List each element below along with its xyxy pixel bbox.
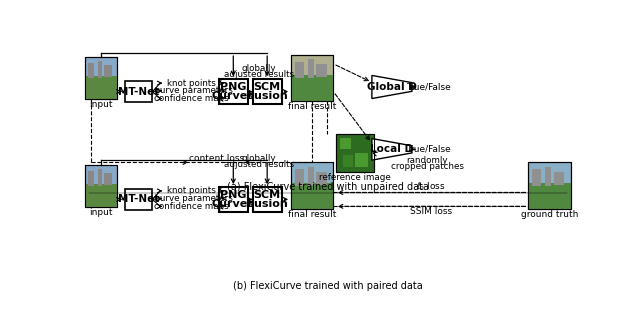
Text: Fusion: Fusion [247,199,287,209]
Text: confidence maps: confidence maps [154,202,228,211]
FancyBboxPatch shape [291,183,333,209]
FancyBboxPatch shape [88,171,94,186]
Text: input: input [89,208,113,217]
Text: Curves: Curves [212,199,255,209]
Text: globally: globally [241,154,276,163]
Text: curve parameters: curve parameters [155,86,233,95]
Text: MT-Net: MT-Net [118,194,159,204]
Text: input: input [89,100,113,109]
FancyBboxPatch shape [291,163,333,209]
Text: confidence maps: confidence maps [154,94,228,103]
Text: (a) FlexiCurve trained with unpaired data: (a) FlexiCurve trained with unpaired dat… [227,182,429,192]
FancyBboxPatch shape [340,138,351,149]
FancyBboxPatch shape [528,163,570,209]
Text: PNG: PNG [220,190,246,200]
FancyBboxPatch shape [291,55,333,101]
Text: (b) FlexiCurve trained with paired data: (b) FlexiCurve trained with paired data [233,281,423,291]
FancyBboxPatch shape [532,169,541,185]
FancyBboxPatch shape [98,169,102,186]
FancyBboxPatch shape [125,189,152,210]
FancyBboxPatch shape [84,165,117,207]
Text: adjusted results: adjusted results [223,160,294,169]
Text: adjusted results: adjusted results [223,70,294,79]
FancyBboxPatch shape [528,183,570,209]
FancyBboxPatch shape [554,172,564,185]
Text: final result: final result [288,210,337,218]
FancyBboxPatch shape [219,187,248,212]
FancyBboxPatch shape [88,63,94,78]
FancyBboxPatch shape [295,61,304,78]
Text: True/False: True/False [406,145,451,154]
FancyBboxPatch shape [308,59,314,78]
FancyBboxPatch shape [84,184,117,207]
Text: MT-Net: MT-Net [118,87,159,96]
Text: content loss: content loss [189,154,244,163]
FancyBboxPatch shape [125,81,152,102]
Polygon shape [372,76,412,98]
Text: ground truth: ground truth [521,210,578,218]
FancyBboxPatch shape [308,167,314,185]
Text: reference image: reference image [319,173,391,182]
Text: cropped patches: cropped patches [391,162,464,171]
FancyBboxPatch shape [219,79,248,104]
Text: globally: globally [241,64,276,73]
Text: True/False: True/False [406,82,451,92]
Text: final result: final result [288,102,337,111]
Text: Curves: Curves [212,91,255,101]
FancyBboxPatch shape [253,187,282,212]
Text: SCM: SCM [253,82,281,92]
FancyBboxPatch shape [84,57,117,99]
Text: knot points: knot points [166,78,216,88]
Text: PNG: PNG [220,82,246,92]
FancyBboxPatch shape [355,153,369,167]
Text: SSIM loss: SSIM loss [410,207,452,216]
Text: curve parameters: curve parameters [155,194,233,203]
Polygon shape [372,139,412,160]
Text: knot points: knot points [166,186,216,196]
Text: Fusion: Fusion [247,91,287,101]
FancyBboxPatch shape [98,61,102,78]
FancyBboxPatch shape [316,172,327,185]
Text: $\ell_2$ loss: $\ell_2$ loss [416,181,445,193]
FancyBboxPatch shape [104,65,112,77]
FancyBboxPatch shape [104,173,112,185]
FancyBboxPatch shape [336,134,374,172]
FancyBboxPatch shape [84,76,117,99]
FancyBboxPatch shape [291,76,333,101]
Text: SCM: SCM [253,190,281,200]
FancyBboxPatch shape [295,169,304,185]
FancyBboxPatch shape [253,79,282,104]
FancyBboxPatch shape [316,64,327,77]
Text: Local D: Local D [371,144,413,154]
Text: randomly: randomly [406,156,448,164]
Text: Global D: Global D [367,82,417,92]
FancyBboxPatch shape [545,167,552,185]
FancyBboxPatch shape [344,155,353,167]
